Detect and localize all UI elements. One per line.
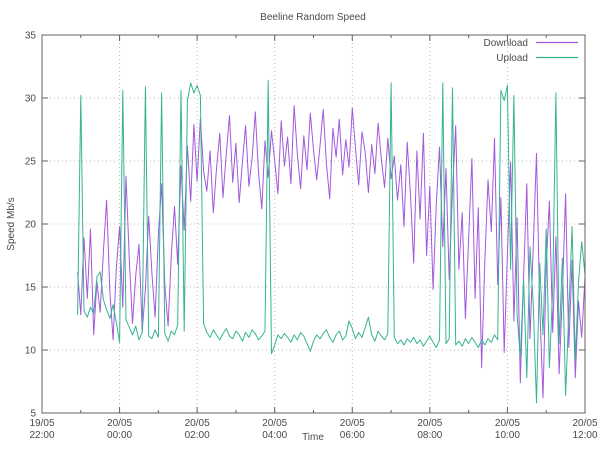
y-tick-label: 30 (25, 94, 37, 105)
x-tick-time: 02:00 (185, 430, 210, 441)
x-tick-date: 20/05 (572, 418, 597, 429)
x-tick-date: 20/05 (340, 418, 365, 429)
y-tick-label: 20 (25, 220, 37, 231)
x-tick-time: 04:00 (262, 430, 287, 441)
chart-title: Beeline Random Speed (260, 12, 366, 23)
y-axis-label: Speed Mb/s (6, 197, 17, 250)
y-tick-label: 5 (30, 409, 36, 420)
x-axis-label: Time (302, 432, 324, 443)
legend: Download Upload (484, 38, 578, 64)
x-tick-date: 20/05 (185, 418, 210, 429)
x-tick-time: 10:00 (495, 430, 520, 441)
series-line-upload (77, 79, 586, 404)
y-tick-label: 25 (25, 157, 37, 168)
plot-border (41, 34, 586, 414)
x-tick-date: 20/05 (495, 418, 520, 429)
x-tick-time: 22:00 (29, 430, 54, 441)
y-tick-label: 15 (25, 283, 37, 294)
x-tick-date: 20/05 (107, 418, 132, 429)
x-tick-time: 00:00 (107, 430, 132, 441)
legend-label-download: Download (484, 38, 528, 49)
x-tick-date: 20/05 (417, 418, 442, 429)
series-line-download (77, 105, 586, 399)
x-tick-time: 08:00 (417, 430, 442, 441)
x-tick-time: 12:00 (572, 430, 597, 441)
x-tick-date: 19/05 (29, 418, 54, 429)
legend-label-upload: Upload (496, 53, 528, 64)
y-tick-label: 35 (25, 31, 37, 42)
x-tick-date: 20/05 (262, 418, 287, 429)
x-tick-time: 06:00 (340, 430, 365, 441)
y-tick-label: 10 (25, 346, 37, 357)
